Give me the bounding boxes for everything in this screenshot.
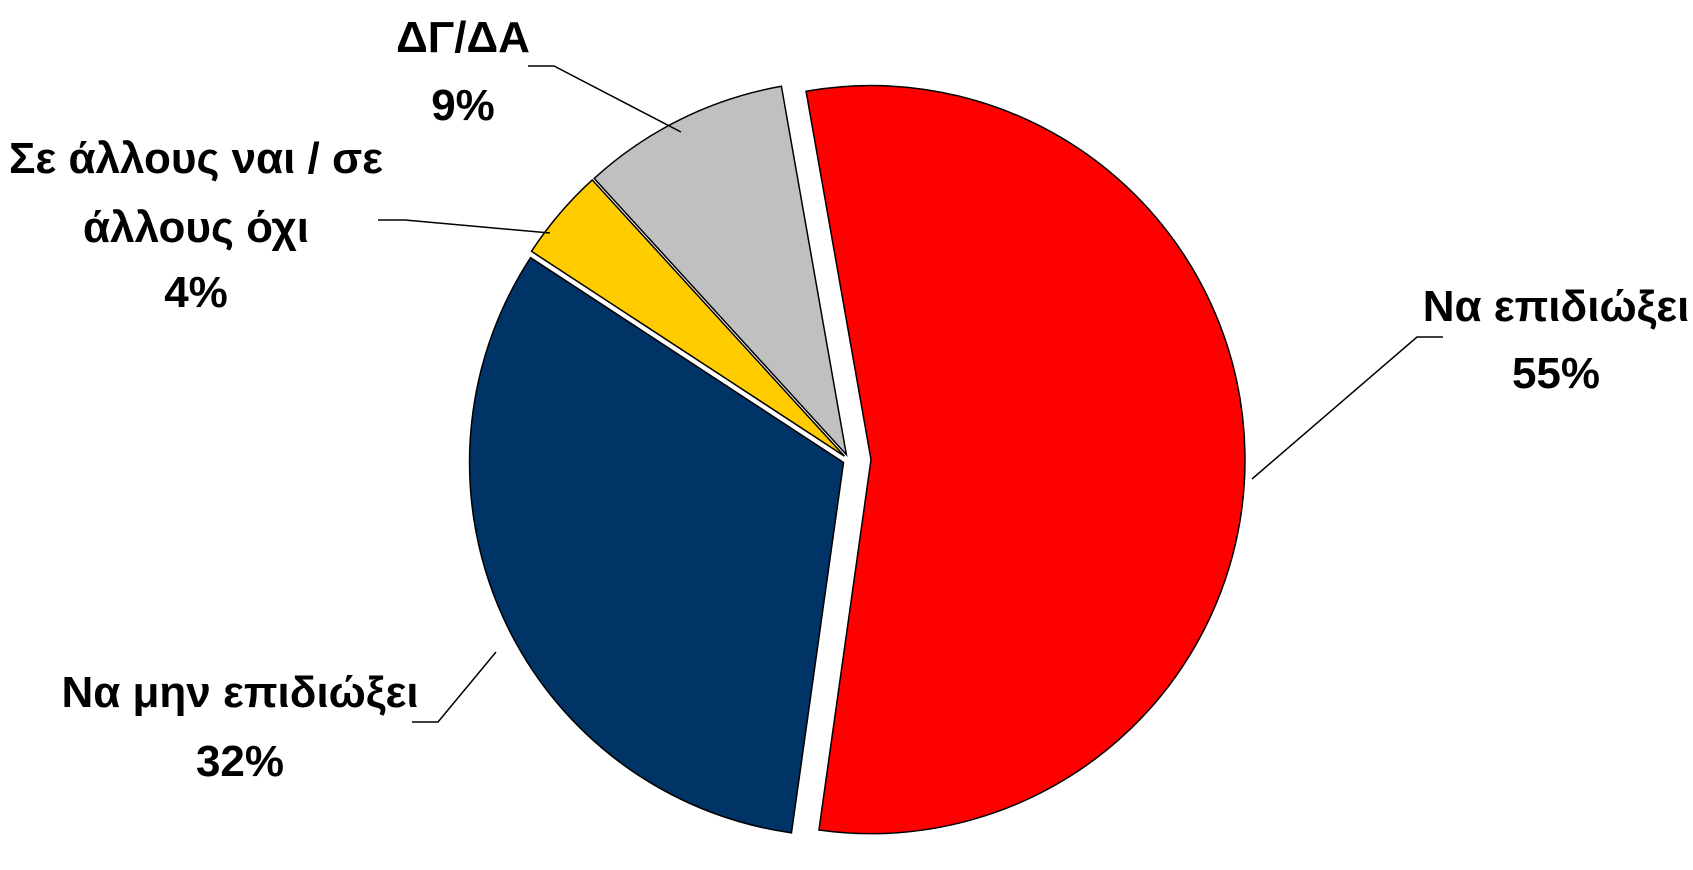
leader-line-na-epididoxei xyxy=(1251,336,1443,480)
slice-value-se-allous: 4% xyxy=(164,268,228,317)
slice-value-na-min-epididoxei: 32% xyxy=(196,737,284,786)
slice-label-line2-se-allous: άλλους όχι xyxy=(83,203,309,252)
slice-label-line1-se-allous: Σε άλλους ναι / σε xyxy=(9,134,383,183)
pie-slice-dg-da xyxy=(593,85,848,458)
slice-label-dg-da: ΔΓ/ΔΑ xyxy=(396,13,530,62)
slice-label-na-epididoxei: Να επιδιώξει xyxy=(1423,282,1690,331)
pie-slice-na-epididoxei xyxy=(805,84,1246,835)
slice-label-na-min-epididoxei: Να μην επιδιώξει xyxy=(61,668,418,717)
pie-slice-se-allous xyxy=(530,178,845,457)
slice-value-na-epididoxei: 55% xyxy=(1512,349,1600,398)
slices-layer xyxy=(468,84,1246,835)
leader-line-se-allous xyxy=(378,219,551,234)
pie-slice-na-min-epididoxei xyxy=(468,256,845,834)
leader-line-na-min-epididoxei xyxy=(412,651,497,723)
leader-line-dg-da xyxy=(528,65,682,133)
leader-lines-layer xyxy=(378,65,1443,723)
slice-value-dg-da: 9% xyxy=(431,81,495,130)
